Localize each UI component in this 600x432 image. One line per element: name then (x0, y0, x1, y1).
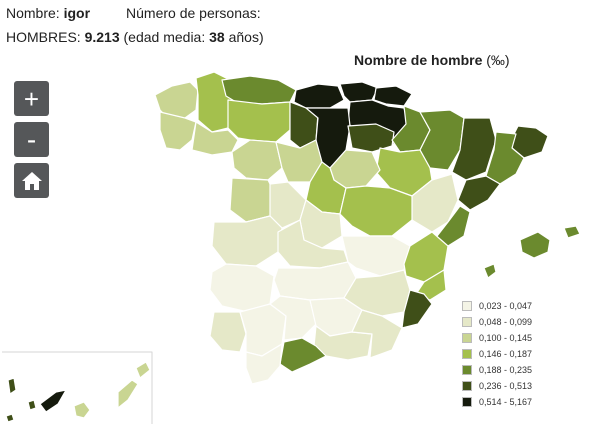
legend-label: 0,236 - 0,513 (479, 381, 533, 391)
legend-item: 0,514 - 5,167 (462, 394, 532, 410)
legend-label: 0,514 - 5,167 (479, 397, 533, 407)
map-legend: 0,023 - 0,047 0,048 - 0,099 0,100 - 0,145 0… (462, 298, 532, 410)
minus-icon: - (26, 123, 37, 155)
province-asturias[interactable] (221, 75, 297, 105)
province-tarragona[interactable] (457, 175, 501, 211)
legend-item: 0,146 - 0,187 (462, 346, 532, 362)
home-icon (21, 171, 42, 190)
age-value: 38 (209, 29, 225, 45)
legend-label: 0,188 - 0,235 (479, 365, 533, 375)
province-cordoba[interactable] (269, 295, 317, 341)
legend-item: 0,100 - 0,145 (462, 330, 532, 346)
legend-item: 0,188 - 0,235 (462, 362, 532, 378)
legend-item: 0,048 - 0,099 (462, 314, 532, 330)
legend-swatch (462, 349, 472, 359)
province-badajoz[interactable] (209, 263, 275, 313)
canary-inset-border (2, 351, 153, 424)
province-zamora[interactable] (231, 139, 283, 181)
province-la-rioja[interactable] (347, 123, 395, 153)
island-menorca[interactable] (563, 225, 581, 239)
legend-item: 0,236 - 0,513 (462, 378, 532, 394)
island-ibiza[interactable] (483, 263, 497, 279)
legend-label: 0,023 - 0,047 (479, 301, 533, 311)
name-label: Nombre: (6, 5, 60, 21)
province-lleida[interactable] (451, 117, 497, 181)
province-huesca[interactable] (419, 109, 465, 171)
province-almeria[interactable] (351, 309, 403, 359)
island-lanzarote[interactable] (135, 361, 151, 379)
legend-swatch (462, 381, 472, 391)
province-cantabria[interactable] (293, 83, 345, 109)
island-fuerteventura[interactable] (117, 379, 139, 409)
province-ourense[interactable] (191, 121, 239, 156)
province-ciudad-real[interactable] (273, 261, 357, 301)
legend-swatch (462, 365, 472, 375)
plus-icon: + (23, 83, 40, 114)
map-title-unit: (‰) (486, 52, 510, 68)
map-title-text: Nombre de hombre (354, 52, 483, 68)
name-value: igor (63, 5, 91, 21)
name-info: Nombre: igor Número de personas: (6, 5, 261, 21)
map-title: Nombre de hombre (‰) (354, 52, 510, 68)
province-malaga[interactable] (279, 337, 327, 373)
men-value: 9.213 (84, 29, 120, 45)
home-button[interactable] (14, 163, 49, 198)
island-tenerife[interactable] (39, 389, 67, 413)
men-label: HOMBRES: (6, 29, 81, 45)
age-label: (edad media: (123, 29, 206, 45)
island-la-gomera[interactable] (27, 399, 37, 411)
island-mallorca[interactable] (519, 231, 551, 259)
age-unit: años) (228, 29, 264, 45)
province-teruel[interactable] (411, 173, 459, 233)
count-label: Número de personas: (126, 5, 261, 21)
legend-swatch (462, 301, 472, 311)
island-gran-canaria[interactable] (73, 401, 91, 419)
province-barcelona[interactable] (485, 131, 525, 185)
zoom-in-button[interactable]: + (14, 81, 49, 116)
province-guadalajara[interactable] (339, 185, 413, 237)
legend-item: 0,023 - 0,047 (462, 298, 532, 314)
legend-swatch (462, 333, 472, 343)
island-la-palma[interactable] (7, 377, 17, 395)
legend-label: 0,146 - 0,187 (479, 349, 533, 359)
province-pontevedra[interactable] (159, 111, 197, 151)
province-cadiz[interactable] (245, 343, 283, 385)
province-bizkaia[interactable] (339, 81, 379, 103)
province-leon[interactable] (227, 99, 291, 143)
legend-swatch (462, 397, 472, 407)
men-info: HOMBRES: 9.213 (edad media: 38 años) (6, 29, 264, 45)
legend-label: 0,048 - 0,099 (479, 317, 533, 327)
island-el-hierro[interactable] (5, 413, 15, 423)
legend-swatch (462, 317, 472, 327)
province-caceres[interactable] (211, 215, 283, 267)
province-huelva[interactable] (209, 311, 247, 353)
province-salamanca[interactable] (229, 177, 277, 223)
legend-label: 0,100 - 0,145 (479, 333, 533, 343)
zoom-out-button[interactable]: - (14, 122, 49, 157)
